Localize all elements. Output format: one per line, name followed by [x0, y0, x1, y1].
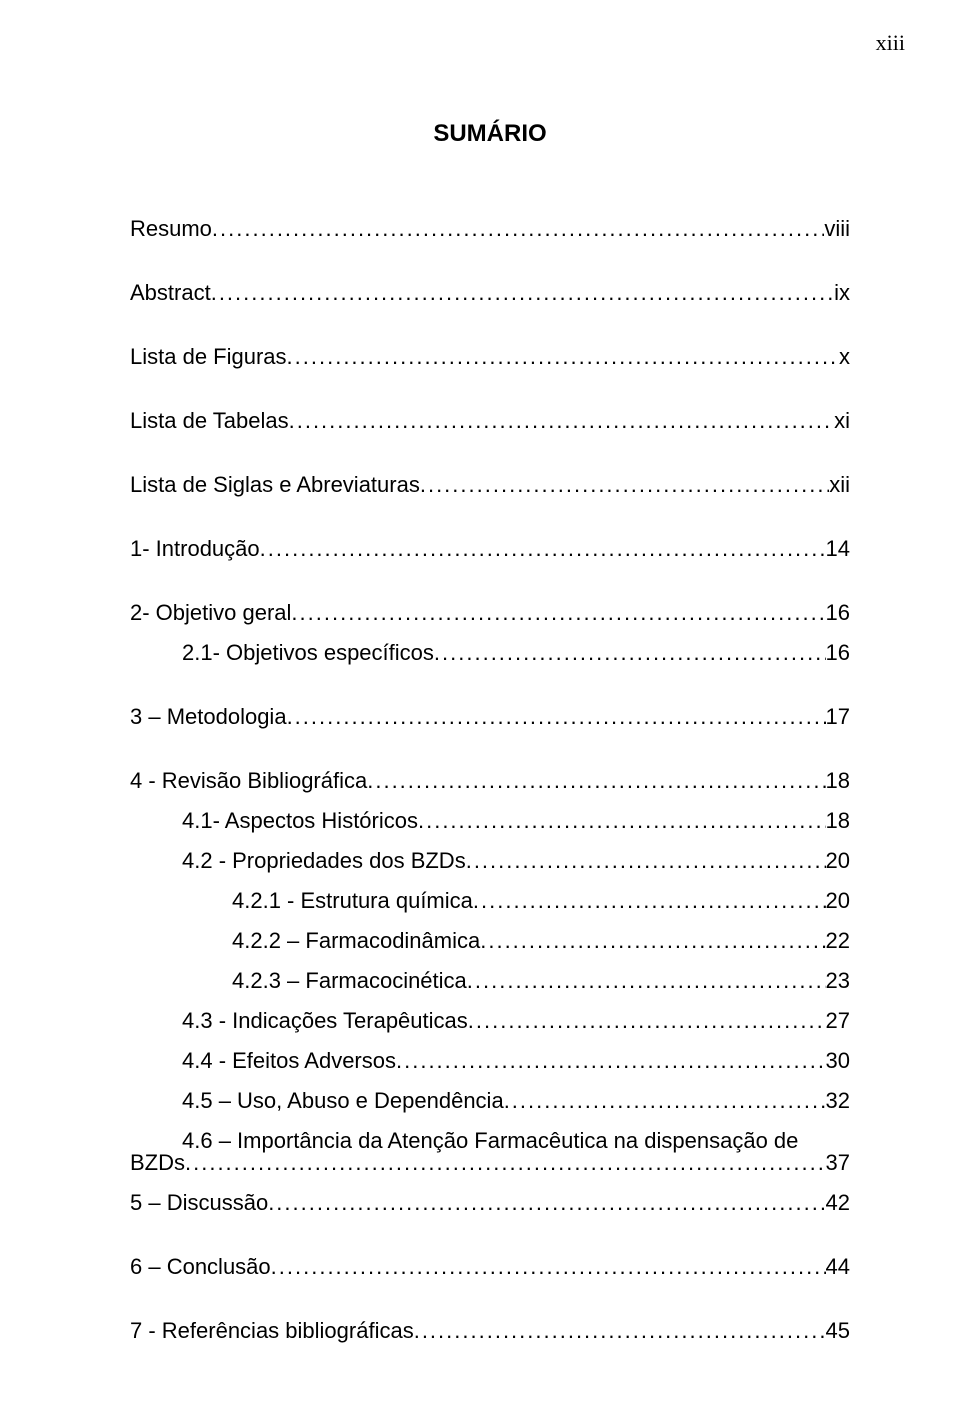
toc-leader-dots: [291, 602, 825, 624]
toc-entry-page: 14: [826, 538, 850, 560]
toc-leader-dots: [434, 642, 826, 664]
toc-entry: 4.3 - Indicações Terapêuticas 27: [130, 1010, 850, 1032]
toc-entry-page: ix: [834, 282, 850, 304]
toc-entry-label: 5 – Discussão: [130, 1192, 268, 1214]
toc-leader-dots: [466, 850, 826, 872]
toc-entry: 6 – Conclusão 44: [130, 1256, 850, 1278]
toc-entry-page: x: [839, 346, 850, 368]
toc-entry: 3 – Metodologia 17: [130, 706, 850, 728]
toc-entry: 5 – Discussão 42: [130, 1192, 850, 1214]
toc-entry: 4.1- Aspectos Históricos 18: [130, 810, 850, 832]
toc-entry: Resumo viii: [130, 218, 850, 240]
toc-entry: 4 - Revisão Bibliográfica 18: [130, 770, 850, 792]
toc-leader-dots: [287, 346, 839, 368]
toc-entry: 4.2.1 - Estrutura química 20: [130, 890, 850, 912]
page-number: xiii: [876, 30, 905, 56]
toc-entry-page: 20: [826, 850, 850, 872]
toc-entry: 4.2.3 – Farmacocinética 23: [130, 970, 850, 992]
document-page: xiii SUMÁRIO Resumo viii Abstract ix Lista d…: [0, 0, 960, 1410]
toc-entry-label: 2- Objetivo geral: [130, 602, 291, 624]
toc-leader-dots: [396, 1050, 826, 1072]
toc-entry-label: 4.2.1 - Estrutura química: [232, 890, 473, 912]
toc-entry-page: 30: [826, 1050, 850, 1072]
toc-entry: 4.2 - Propriedades dos BZDs 20: [130, 850, 850, 872]
toc-leader-dots: [212, 218, 824, 240]
toc-entry-page: 27: [826, 1010, 850, 1032]
toc-entry-label: 7 - Referências bibliográficas: [130, 1320, 414, 1342]
toc-title: SUMÁRIO: [130, 120, 850, 148]
toc-leader-dots: [260, 538, 826, 560]
toc-entry-label: 4.6 – Importância da Atenção Farmacêutic…: [182, 1130, 798, 1152]
toc-leader-dots: [211, 282, 834, 304]
toc-entry-page: viii: [824, 218, 850, 240]
toc-entry-page: 16: [826, 642, 850, 664]
toc-leader-dots: [467, 970, 826, 992]
toc-leader-dots: [268, 1192, 825, 1214]
toc-entry-label: 4.4 - Efeitos Adversos: [182, 1050, 396, 1072]
toc-leader-dots: [414, 1320, 826, 1342]
toc-entry-label: 4.2 - Propriedades dos BZDs: [182, 850, 466, 872]
toc-entry-label: 1- Introdução: [130, 538, 260, 560]
toc-entry-label: 2.1- Objetivos específicos: [182, 642, 434, 664]
toc-leader-dots: [289, 410, 835, 432]
toc-leader-dots: [420, 474, 829, 496]
toc-entry: 1- Introdução 14: [130, 538, 850, 560]
toc-entry-label: 4.2.2 – Farmacodinâmica: [232, 930, 480, 952]
toc-entry: Abstract ix: [130, 282, 850, 304]
toc-entry-label: 4.2.3 – Farmacocinética: [232, 970, 467, 992]
toc-leader-dots: [367, 770, 825, 792]
toc-leader-dots: [185, 1152, 826, 1174]
toc-entry-label: Lista de Figuras: [130, 346, 287, 368]
toc-entry-label: 4.3 - Indicações Terapêuticas: [182, 1010, 468, 1032]
toc-entry-label: Resumo: [130, 218, 212, 240]
toc-leader-dots: [418, 810, 826, 832]
toc-entry-page: xi: [834, 410, 850, 432]
toc-entry: 4.4 - Efeitos Adversos 30: [130, 1050, 850, 1072]
toc-entry-page: 18: [826, 770, 850, 792]
toc-entry-label: 4 - Revisão Bibliográfica: [130, 770, 367, 792]
toc-entry: 4.5 – Uso, Abuso e Dependência 32: [130, 1090, 850, 1112]
toc-entry-page: 20: [826, 890, 850, 912]
table-of-contents: ResumoviiiAbstractixLista de FigurasxLis…: [130, 218, 850, 1342]
toc-entry-label: Lista de Siglas e Abreviaturas: [130, 474, 420, 496]
toc-entry-page: 44: [826, 1256, 850, 1278]
toc-entry: 2.1- Objetivos específicos 16: [130, 642, 850, 664]
toc-entry: Lista de Tabelas xi: [130, 410, 850, 432]
toc-entry-label: 4.5 – Uso, Abuso e Dependência: [182, 1090, 504, 1112]
toc-entry-label: Lista de Tabelas: [130, 410, 289, 432]
toc-entry-label: 3 – Metodologia: [130, 706, 287, 728]
toc-entry-label: BZDs: [130, 1152, 185, 1174]
toc-leader-dots: [287, 706, 826, 728]
toc-entry: 4.2.2 – Farmacodinâmica 22: [130, 930, 850, 952]
toc-entry-label: 4.1- Aspectos Históricos: [182, 810, 418, 832]
toc-entry: Lista de Figuras x: [130, 346, 850, 368]
toc-entry-page: 23: [826, 970, 850, 992]
toc-entry-page: 32: [826, 1090, 850, 1112]
toc-entry: 7 - Referências bibliográficas 45: [130, 1320, 850, 1342]
toc-entry-page: 17: [826, 706, 850, 728]
toc-entry-page: 22: [826, 930, 850, 952]
toc-entry-label: Abstract: [130, 282, 211, 304]
toc-leader-dots: [504, 1090, 826, 1112]
toc-leader-dots: [271, 1256, 826, 1278]
toc-entry-page: 18: [826, 810, 850, 832]
toc-leader-dots: [480, 930, 825, 952]
toc-entry: 2- Objetivo geral 16: [130, 602, 850, 624]
toc-entry: 4.6 – Importância da Atenção Farmacêutic…: [130, 1130, 850, 1174]
toc-entry-page: xii: [829, 474, 850, 496]
toc-entry-page: 16: [826, 602, 850, 624]
toc-entry-page: 37: [826, 1152, 850, 1174]
toc-entry-page: 45: [826, 1320, 850, 1342]
toc-entry-label: 6 – Conclusão: [130, 1256, 271, 1278]
toc-entry: Lista de Siglas e Abreviaturas xii: [130, 474, 850, 496]
toc-leader-dots: [468, 1010, 826, 1032]
toc-leader-dots: [473, 890, 826, 912]
toc-entry-page: 42: [826, 1192, 850, 1214]
